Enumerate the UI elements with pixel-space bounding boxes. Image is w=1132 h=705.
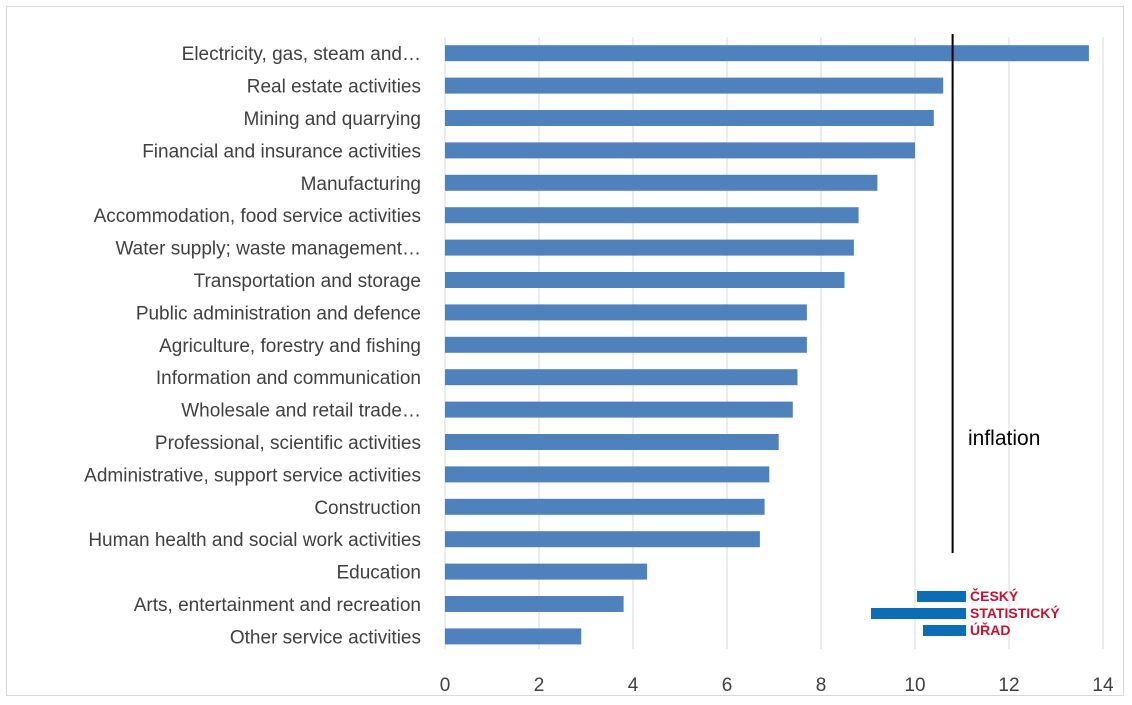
bar xyxy=(445,369,798,386)
bar xyxy=(445,466,770,483)
category-label: Accommodation, food service activities xyxy=(94,206,421,227)
bars xyxy=(445,45,1089,645)
czso-logo: ČESKÝ STATISTICKÝ ÚŘAD xyxy=(871,587,1060,638)
logo-bar xyxy=(923,625,966,636)
x-tick-label: 8 xyxy=(816,675,827,696)
chart-frame xyxy=(6,6,1124,696)
category-label: Information and communication xyxy=(156,368,421,389)
category-label: Construction xyxy=(314,498,421,519)
category-label: Other service activities xyxy=(230,627,421,648)
category-label: Manufacturing xyxy=(301,174,421,195)
category-label: Electricity, gas, steam and… xyxy=(182,44,421,65)
category-label: Administrative, support service activiti… xyxy=(84,465,421,486)
category-label: Mining and quarrying xyxy=(244,109,421,130)
x-tick-label: 2 xyxy=(534,675,545,696)
x-tick-label: 14 xyxy=(1092,675,1114,696)
x-tick-labels: 0 2 4 6 8 10 12 14 xyxy=(440,675,1114,696)
category-label: Public administration and defence xyxy=(136,303,421,324)
bar xyxy=(445,110,934,126)
bar xyxy=(445,498,765,515)
logo-text-line2: STATISTICKÝ xyxy=(970,604,1060,621)
category-label: Water supply; waste management… xyxy=(115,239,421,260)
bar xyxy=(445,142,915,159)
x-tick-label: 0 xyxy=(440,675,451,696)
bar xyxy=(445,45,1089,62)
bar xyxy=(445,77,944,94)
bar xyxy=(445,304,807,321)
bar xyxy=(445,239,854,256)
bar xyxy=(445,401,793,418)
category-label: Financial and insurance activities xyxy=(142,141,421,162)
x-tick-label: 10 xyxy=(904,675,925,696)
category-labels: Electricity, gas, steam and… Real estate … xyxy=(84,44,421,648)
x-tick-label: 6 xyxy=(722,675,733,696)
category-label: Professional, scientific activities xyxy=(155,433,421,454)
bar xyxy=(445,207,859,224)
logo-text-line3: ÚŘAD xyxy=(970,621,1010,638)
bar xyxy=(445,596,624,612)
category-label: Transportation and storage xyxy=(194,271,421,292)
category-label: Arts, entertainment and recreation xyxy=(134,595,421,616)
bar xyxy=(445,174,878,191)
bar xyxy=(445,531,760,548)
category-label: Agriculture, forestry and fishing xyxy=(159,336,421,357)
category-label: Education xyxy=(336,563,421,584)
category-label: Wholesale and retail trade… xyxy=(181,401,421,422)
logo-bar xyxy=(871,608,966,619)
x-tick-label: 12 xyxy=(998,675,1019,696)
bar xyxy=(445,336,807,353)
bar xyxy=(445,628,582,645)
bar xyxy=(445,563,648,580)
category-label: Real estate activities xyxy=(247,77,421,98)
logo-text-line1: ČESKÝ xyxy=(970,587,1019,604)
bar xyxy=(445,434,779,450)
inflation-label: inflation xyxy=(968,427,1040,450)
category-label: Human health and social work activities xyxy=(88,530,421,551)
x-tick-label: 4 xyxy=(628,675,639,696)
bar xyxy=(445,272,845,288)
logo-bar xyxy=(917,591,966,602)
